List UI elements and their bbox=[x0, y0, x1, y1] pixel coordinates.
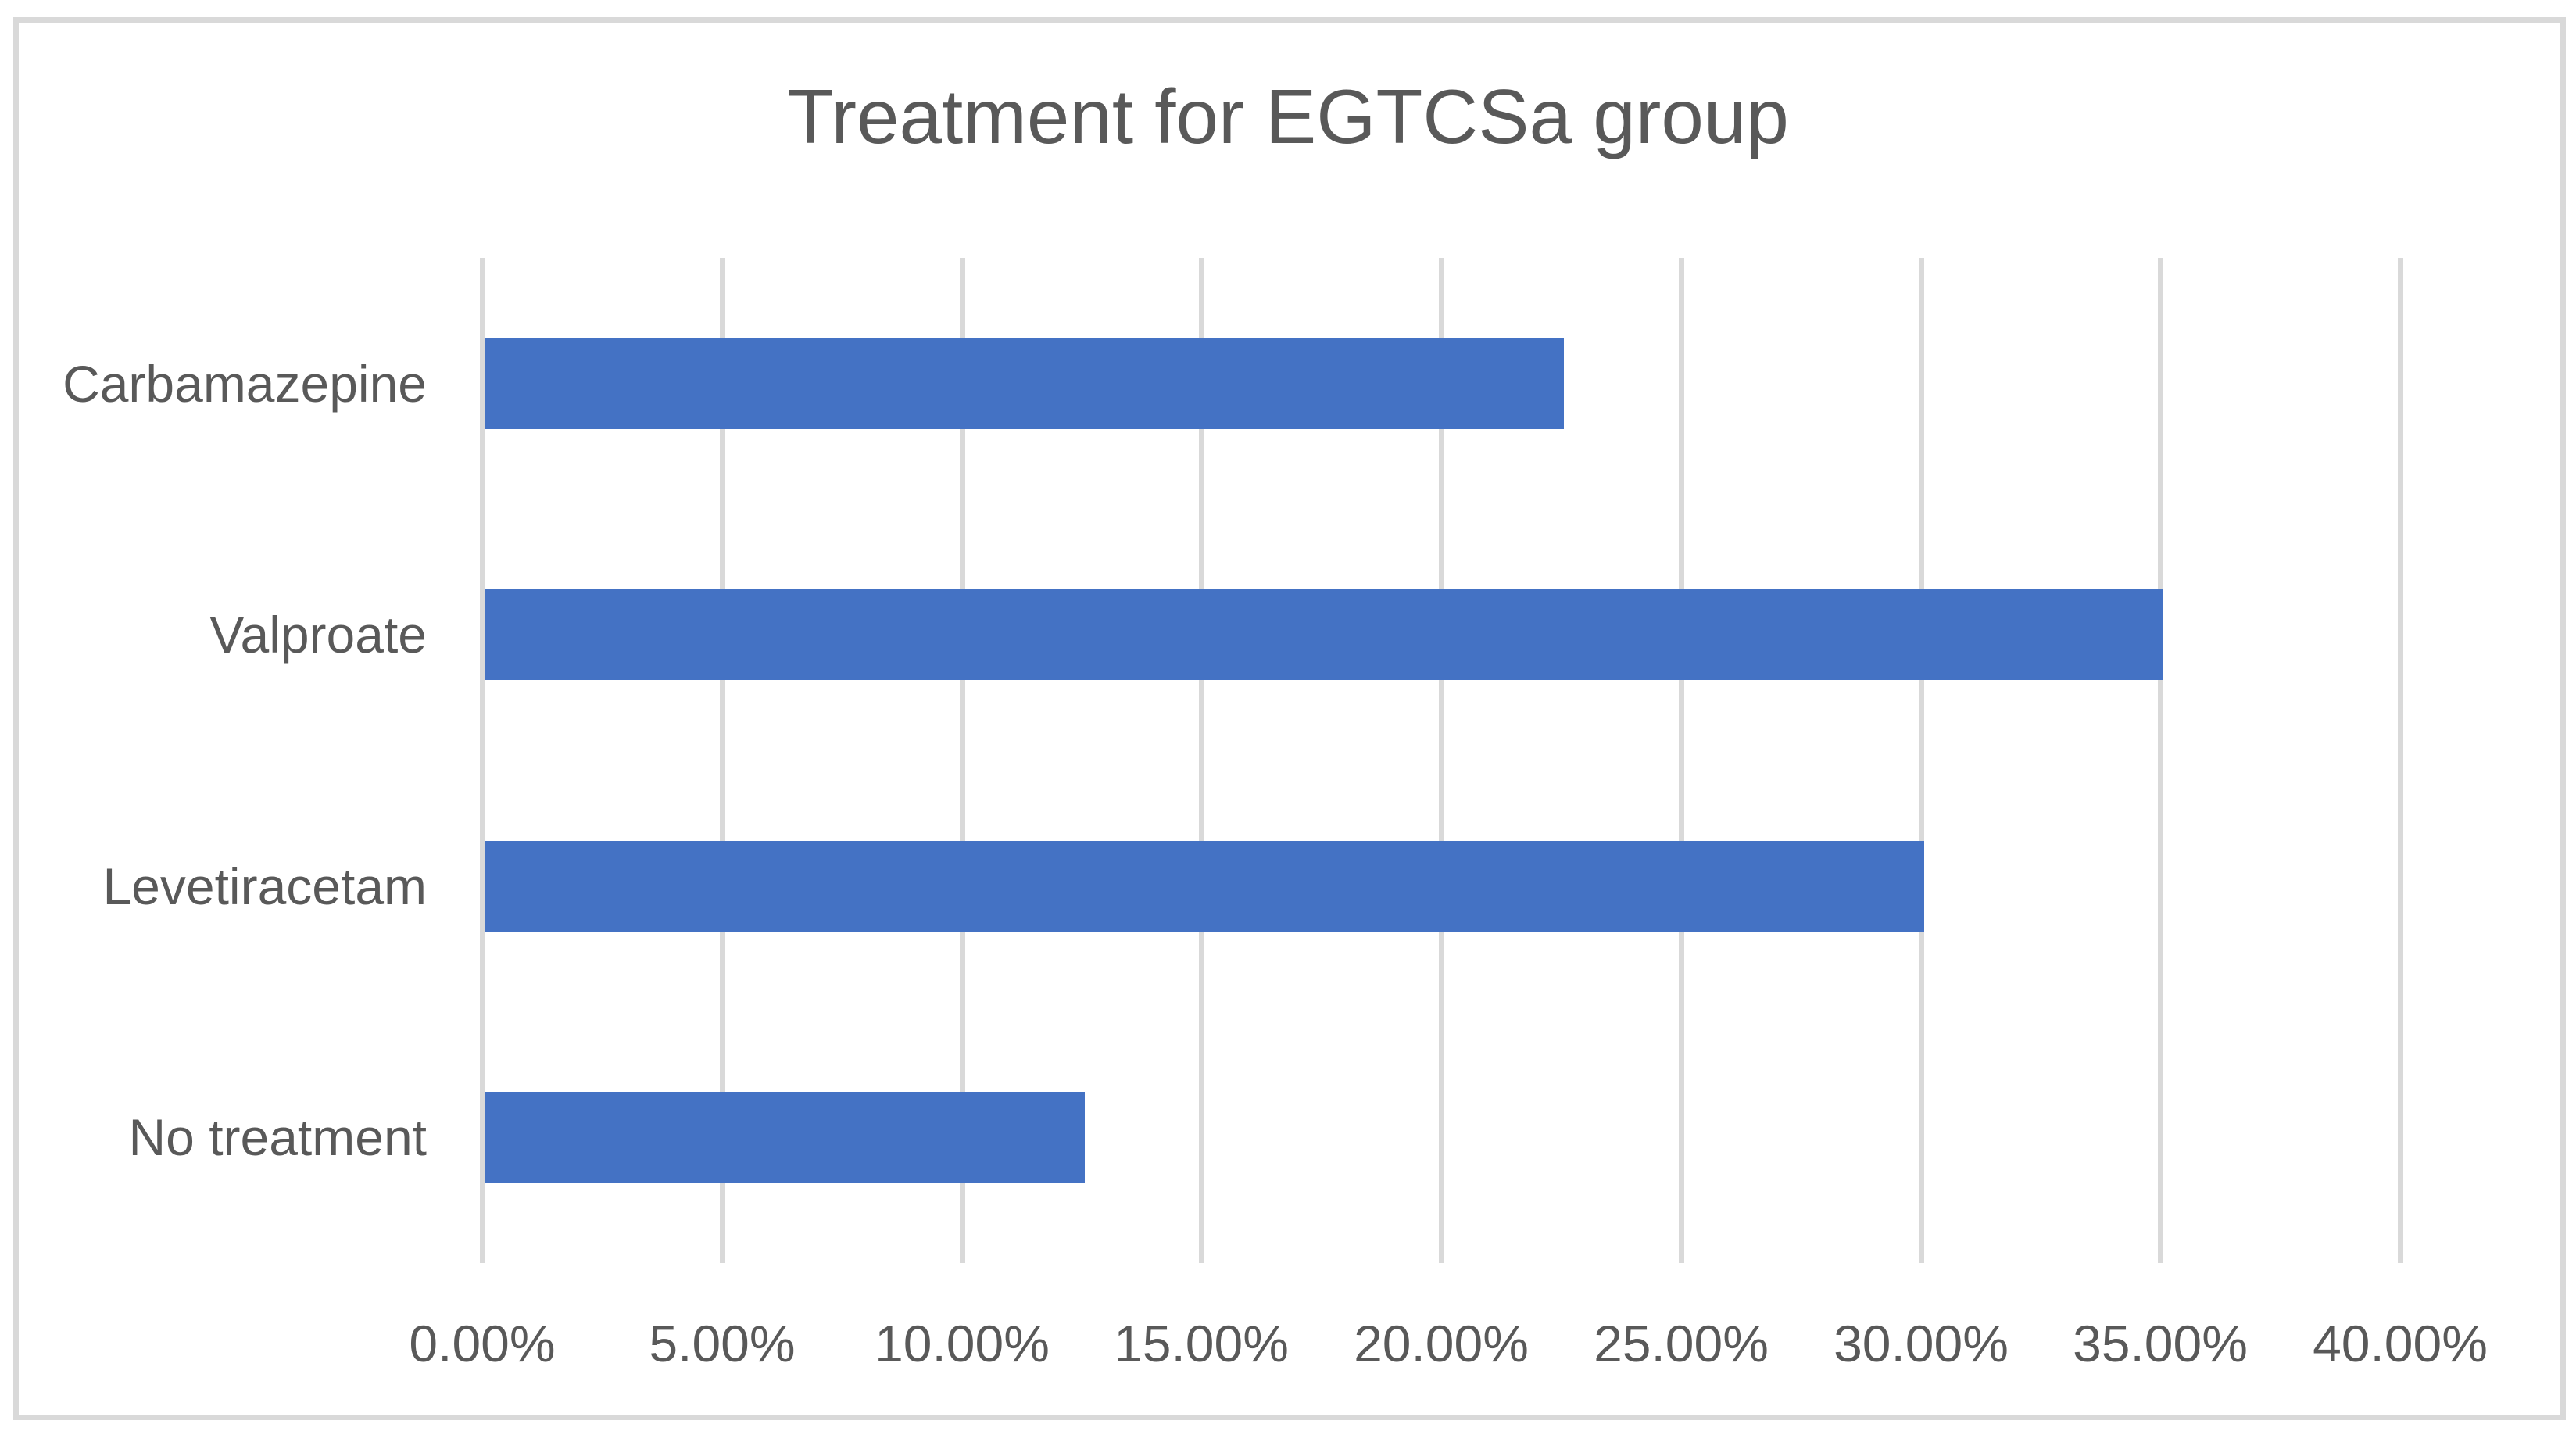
x-axis-tick-label: 35.00% bbox=[2073, 1315, 2248, 1372]
bar-carbamazepine bbox=[485, 338, 1564, 429]
category-label-no-treatment: No treatment bbox=[128, 1108, 428, 1166]
gridline bbox=[960, 258, 965, 1263]
gridline bbox=[1199, 258, 1204, 1263]
x-axis-tick-label: 0.00% bbox=[409, 1315, 556, 1372]
chart-title: Treatment for EGTCSa group bbox=[787, 73, 1789, 159]
gridline bbox=[720, 258, 725, 1263]
x-axis-tick-label: 30.00% bbox=[1834, 1315, 2009, 1372]
gridline bbox=[1439, 258, 1444, 1263]
gridline bbox=[2398, 258, 2403, 1263]
x-axis-tick-label: 20.00% bbox=[1354, 1315, 1529, 1372]
x-axis-tick-label: 15.00% bbox=[1114, 1315, 1289, 1372]
category-label-levetiracetam: Levetiracetam bbox=[102, 857, 427, 915]
bar-no-treatment bbox=[485, 1092, 1085, 1183]
gridline bbox=[480, 258, 485, 1263]
x-axis-tick-label: 40.00% bbox=[2313, 1315, 2488, 1372]
category-label-valproate: Valproate bbox=[209, 606, 427, 664]
x-axis-tick-label: 25.00% bbox=[1594, 1315, 1769, 1372]
gridline bbox=[2158, 258, 2163, 1263]
category-label-carbamazepine: Carbamazepine bbox=[63, 355, 427, 413]
x-axis-tick-label: 10.00% bbox=[875, 1315, 1050, 1372]
bar-valproate bbox=[485, 589, 2163, 680]
chart-border bbox=[13, 17, 2566, 1420]
x-axis-tick-label: 5.00% bbox=[649, 1315, 796, 1372]
gridline bbox=[1919, 258, 1924, 1263]
bar-levetiracetam bbox=[485, 841, 1924, 932]
gridline bbox=[1679, 258, 1684, 1263]
